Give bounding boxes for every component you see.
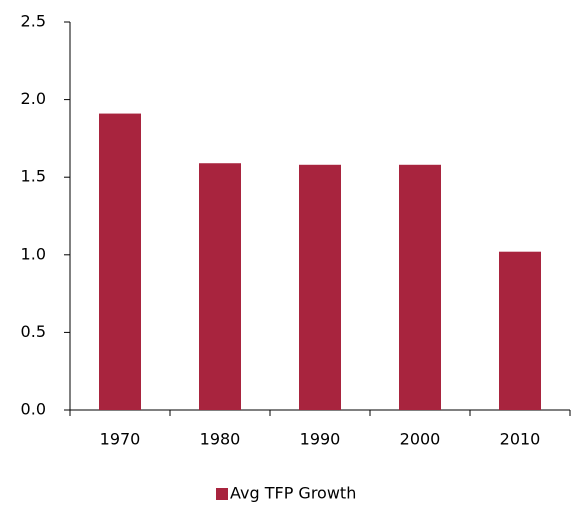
y-tick-label: 0.5 bbox=[21, 322, 46, 341]
x-tick-label: 1970 bbox=[100, 430, 141, 449]
bar bbox=[499, 251, 541, 410]
x-tick-label: 2010 bbox=[500, 430, 541, 449]
x-tick-label: 2000 bbox=[400, 430, 441, 449]
bar bbox=[399, 164, 441, 410]
bar bbox=[99, 113, 141, 411]
bar bbox=[299, 164, 341, 410]
y-tick-label: 2.0 bbox=[21, 89, 46, 108]
x-tick-label: 1980 bbox=[200, 430, 241, 449]
bar bbox=[199, 163, 241, 410]
x-tick-label: 1990 bbox=[300, 430, 341, 449]
y-tick-label: 2.5 bbox=[21, 12, 46, 31]
legend-swatch bbox=[216, 488, 228, 500]
legend-label: Avg TFP Growth bbox=[230, 484, 356, 503]
y-tick-label: 0.0 bbox=[21, 400, 46, 419]
y-tick-label: 1.5 bbox=[21, 167, 46, 186]
y-tick-label: 1.0 bbox=[21, 244, 46, 263]
